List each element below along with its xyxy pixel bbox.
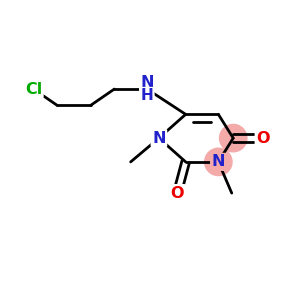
Text: N: N: [152, 130, 166, 146]
Circle shape: [220, 124, 247, 152]
Circle shape: [205, 148, 232, 175]
Text: O: O: [256, 130, 270, 146]
Text: O: O: [171, 186, 184, 201]
Text: N: N: [212, 154, 225, 169]
Text: Cl: Cl: [25, 82, 42, 97]
Text: H: H: [141, 88, 153, 103]
Text: N: N: [140, 75, 154, 90]
